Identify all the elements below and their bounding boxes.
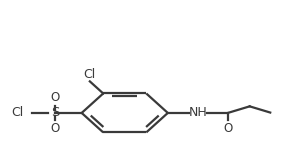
Text: Cl: Cl bbox=[12, 106, 24, 120]
Text: S: S bbox=[51, 106, 59, 120]
Text: O: O bbox=[50, 91, 60, 104]
Text: O: O bbox=[50, 122, 60, 135]
Text: NH: NH bbox=[189, 106, 208, 120]
Text: Cl: Cl bbox=[84, 68, 96, 81]
Text: O: O bbox=[223, 122, 233, 135]
